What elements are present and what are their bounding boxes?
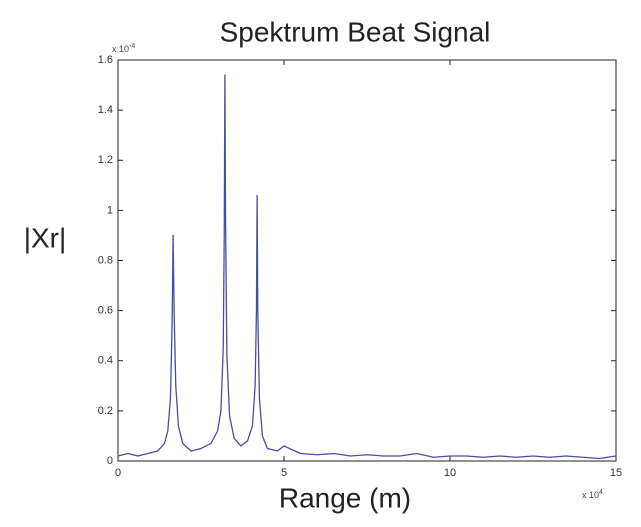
x-axis-label: Range (m) bbox=[279, 482, 411, 513]
x-multiplier-exponent: 4 bbox=[599, 489, 603, 496]
y-multiplier-base: x 10 bbox=[112, 44, 129, 54]
x-tick-label: 0 bbox=[115, 467, 121, 479]
y-tick-label: 1.4 bbox=[98, 104, 113, 116]
y-tick-label: 0.6 bbox=[98, 305, 113, 317]
y-tick-label: 0.8 bbox=[98, 254, 113, 266]
y-tick-label: 1.2 bbox=[98, 154, 113, 166]
y-multiplier-exponent: -4 bbox=[129, 43, 135, 50]
y-tick-label: 0.2 bbox=[98, 405, 113, 417]
y-tick-label: 1 bbox=[107, 204, 113, 216]
data-line bbox=[117, 74, 617, 460]
axes-box bbox=[117, 59, 617, 462]
x-multiplier: x 104 bbox=[582, 489, 603, 501]
y-axis-label: |Xr| bbox=[24, 222, 67, 253]
y-multiplier: x 10-4 bbox=[112, 43, 135, 55]
x-tick-label: 15 bbox=[610, 467, 622, 479]
chart-title: Spektrum Beat Signal bbox=[220, 16, 491, 47]
y-tick-label: 0 bbox=[107, 455, 113, 467]
x-tick-label: 10 bbox=[444, 467, 456, 479]
x-multiplier-base: x 10 bbox=[582, 490, 599, 500]
y-tick-label: 0.4 bbox=[98, 355, 113, 367]
y-tick-label: 1.6 bbox=[98, 54, 113, 66]
x-tick-label: 5 bbox=[281, 467, 287, 479]
